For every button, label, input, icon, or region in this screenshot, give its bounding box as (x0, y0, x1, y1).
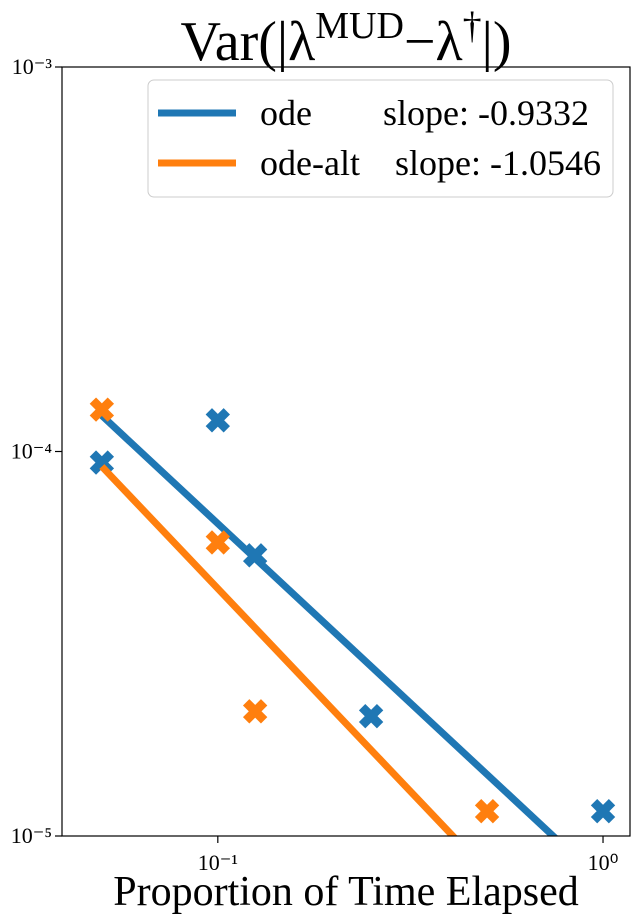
y-tick-label: 10⁻⁴ (11, 439, 53, 464)
marker (242, 543, 268, 568)
marker (205, 408, 230, 433)
title-part: −λ (404, 11, 463, 73)
marker (89, 397, 115, 422)
marker (590, 799, 616, 824)
y-tick-label: 10⁻⁵ (11, 823, 52, 848)
fit-line (99, 464, 458, 836)
marker (474, 799, 500, 824)
fit-line (99, 413, 559, 836)
marker (358, 703, 384, 729)
y-tick-label: 10⁻³ (12, 54, 53, 79)
x-axis-label: Proportion of Time Elapsed (113, 869, 579, 915)
legend: ode slope: -0.9332 ode-alt slope: -1.0546 (147, 79, 614, 198)
legend-label: ode (260, 93, 312, 133)
x-tick-label: 10⁻¹ (198, 850, 238, 875)
marker (242, 699, 268, 724)
title-part: MUD (315, 5, 404, 47)
plot-area (89, 397, 616, 836)
chart-title: Var(|λMUD−λ†|) (180, 5, 511, 73)
legend-box (147, 79, 614, 198)
marker (205, 530, 230, 555)
x-tick-label: 10⁰ (588, 850, 619, 875)
legend-label: ode-alt (260, 143, 360, 183)
title-part: Var(|λ (180, 11, 315, 73)
title-part: |) (482, 11, 512, 73)
legend-slope: slope: -1.0546 (395, 143, 601, 183)
title-part: † (463, 5, 482, 47)
legend-slope: slope: -0.9332 (383, 93, 589, 133)
